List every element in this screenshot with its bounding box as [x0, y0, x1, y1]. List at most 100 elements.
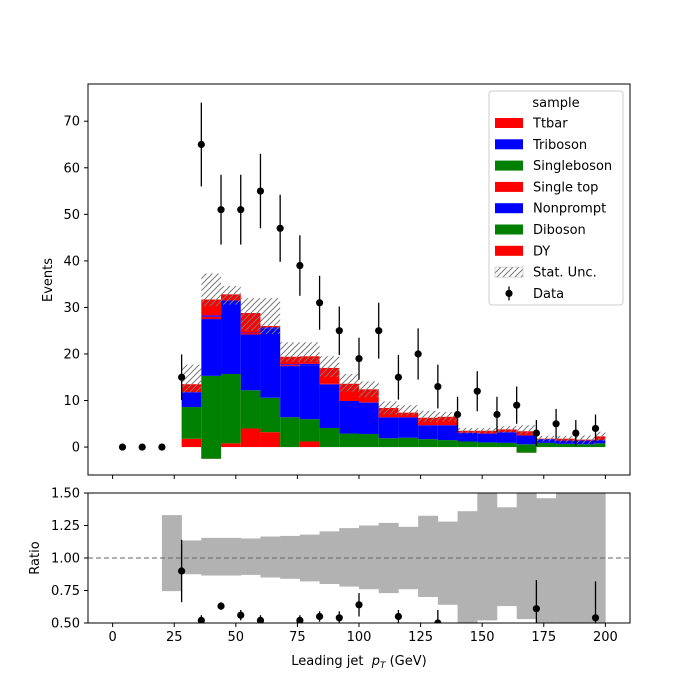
- legend-label: DY: [533, 244, 550, 259]
- legend-item-single-top[interactable]: Single top: [495, 180, 598, 195]
- bar-segment: [339, 433, 359, 448]
- legend-item-stat-unc[interactable]: Stat. Unc.: [494, 266, 597, 281]
- legend-item-diboson[interactable]: Diboson: [495, 223, 586, 238]
- ratio-unc-box: [339, 528, 360, 587]
- data-points: [118, 102, 600, 451]
- legend-item-ttbar[interactable]: Ttbar: [495, 117, 568, 132]
- legend-label: Single top: [533, 180, 598, 195]
- legend-item-triboson[interactable]: Triboson: [495, 138, 587, 153]
- stat-unc-box: [378, 401, 399, 415]
- data-point: [178, 373, 186, 381]
- ratio-unc-box: [536, 498, 557, 623]
- bar-segment: [359, 434, 379, 448]
- stat-unc-box: [221, 286, 241, 305]
- bar-segment: [398, 417, 419, 438]
- data-point: [414, 350, 422, 358]
- bar-segment: [260, 328, 281, 398]
- bar-segment: [299, 363, 320, 366]
- legend-item-singleboson[interactable]: Singleboson: [495, 159, 612, 174]
- legend-label: Diboson: [533, 223, 586, 238]
- ratio-point: [591, 614, 600, 622]
- legend-item-data[interactable]: Data: [505, 286, 564, 302]
- bar-segment: [418, 425, 438, 440]
- ratio-point: [315, 612, 324, 621]
- bar-segment: [437, 440, 458, 448]
- bar-segment: [595, 443, 606, 448]
- bar-segment: [240, 332, 261, 334]
- stat-unc-box: [418, 410, 438, 422]
- ratio-unc-box: [516, 493, 537, 620]
- bar-segment: [378, 438, 399, 448]
- legend-swatch: [495, 224, 523, 235]
- data-point: [493, 410, 501, 419]
- bar-segment: [496, 432, 517, 443]
- y-tick-label: 40: [63, 254, 80, 269]
- bar-segment: [240, 334, 261, 391]
- x-tick-label: 75: [289, 630, 306, 645]
- ratio-point: [532, 605, 540, 613]
- ratio-point: [335, 614, 343, 622]
- y-tick-label: 0.75: [51, 584, 80, 599]
- bar-segment: [181, 392, 202, 408]
- bar-segment: [201, 315, 222, 317]
- bar-segment: [280, 364, 300, 366]
- x-tick-label: 125: [408, 630, 433, 645]
- legend-item-dy[interactable]: DY: [495, 244, 550, 259]
- x-tick-label: 100: [347, 630, 372, 645]
- bar-segment: [477, 442, 497, 448]
- data-point: [572, 429, 580, 437]
- data-point: [237, 206, 245, 214]
- stat-unc-box: [477, 427, 497, 434]
- data-point: [552, 420, 560, 428]
- data-point: [315, 299, 324, 307]
- main-panel: 0 10 20 30 40 50 60 70 Events: [41, 83, 631, 479]
- data-point: [276, 224, 284, 232]
- main-x-axis: [112, 475, 606, 479]
- bar-segment: [595, 440, 606, 444]
- legend-swatch: [495, 139, 523, 150]
- legend-item-nonprompt[interactable]: Nonprompt: [495, 202, 606, 217]
- ratio-point: [197, 616, 205, 623]
- data-point: [118, 443, 127, 451]
- bar-segment: [299, 419, 320, 442]
- x-tick-label: 50: [228, 630, 245, 645]
- y-tick-label: 20: [63, 347, 80, 362]
- bar-segment: [280, 366, 300, 418]
- bar-segment: [201, 375, 222, 459]
- stat-unc-box: [516, 425, 537, 435]
- legend[interactable]: sample Ttbar Triboson Singleboson Single to…: [488, 90, 624, 306]
- x-tick-label: 150: [470, 630, 495, 645]
- ratio-unc-box: [477, 493, 498, 621]
- stat-unc-box: [299, 342, 320, 362]
- ratio-unc-box: [161, 515, 182, 592]
- stat-unc-box: [319, 356, 340, 378]
- data-point: [158, 443, 166, 451]
- main-y-axis: 0 10 20 30 40 50 60 70: [63, 115, 88, 456]
- legend-swatch: [495, 160, 523, 171]
- bar-segment: [221, 300, 241, 374]
- ratio-panel: 0.50 0.75 1.00 1.25 1.50 0 25 50 75 100 125 150 175…: [28, 487, 631, 671]
- stat-unc-box: [181, 364, 202, 393]
- bar-segment: [221, 373, 241, 444]
- legend-label: Singleboson: [533, 159, 612, 174]
- data-point: [532, 429, 540, 437]
- bar-segment: [260, 432, 281, 448]
- legend-swatch: [495, 203, 523, 214]
- bar-segment: [280, 365, 300, 367]
- bar-segment: [240, 428, 261, 448]
- ratio-point: [237, 611, 245, 619]
- bar-segment: [378, 417, 399, 439]
- bar-segment: [457, 441, 478, 448]
- stat-unc-box: [359, 381, 379, 398]
- bar-segment: [201, 319, 222, 376]
- series-diboson: [181, 373, 606, 459]
- ratio-unc-band: [161, 493, 606, 623]
- data-point: [375, 327, 383, 335]
- legend-swatch: [495, 118, 523, 128]
- bar-segment: [339, 400, 359, 434]
- x-tick-label: 25: [166, 630, 183, 645]
- bar-segment: [280, 417, 300, 448]
- bar-segment: [181, 407, 202, 439]
- y-tick-label: 60: [63, 161, 80, 176]
